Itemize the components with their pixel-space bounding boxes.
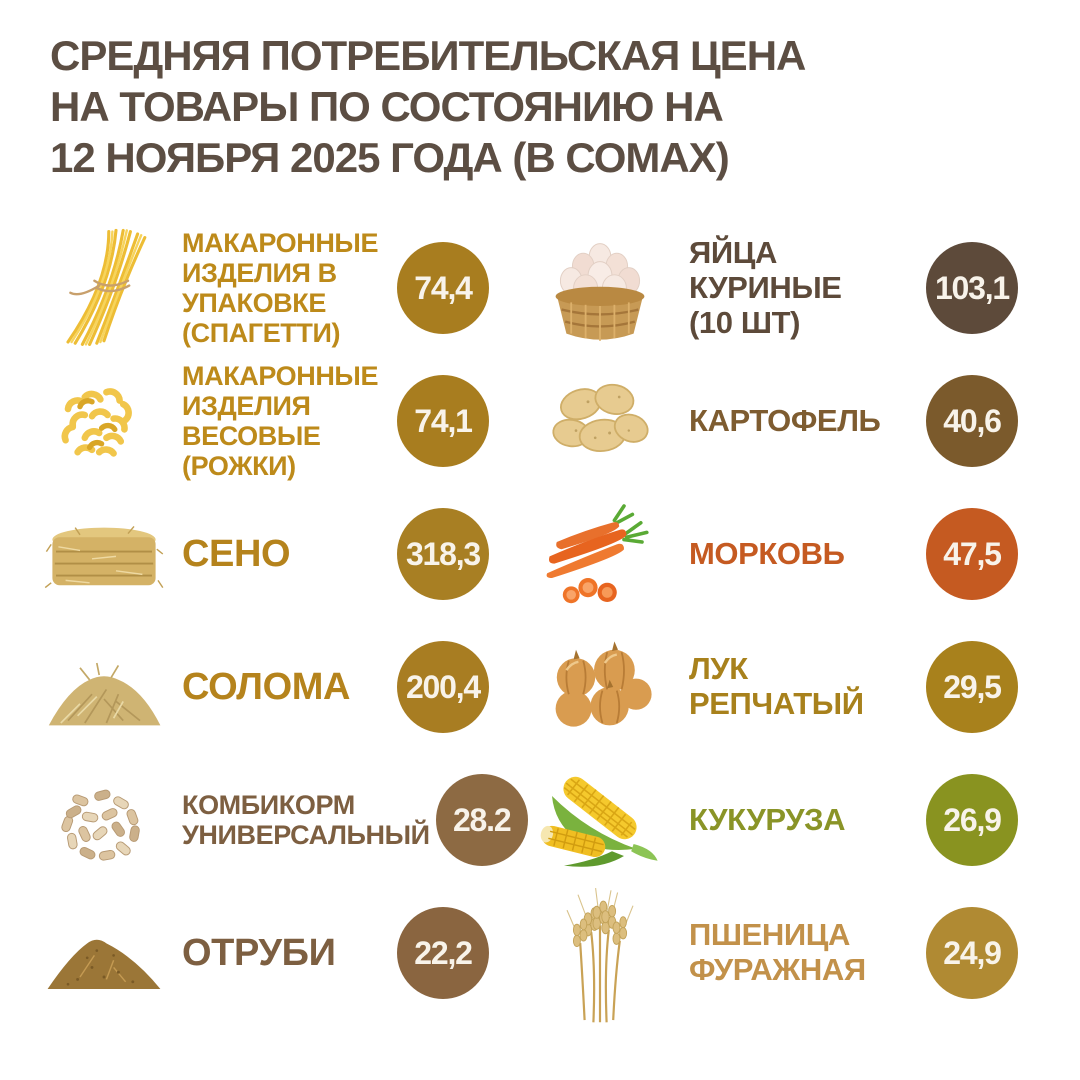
page-title: СРЕДНЯЯ ПОТРЕБИТЕЛЬСКАЯ ЦЕНА НА ТОВАРЫ П…: [50, 32, 806, 182]
corn-icon: [525, 754, 675, 887]
price-badge: 74,1: [397, 375, 489, 468]
row-potatoes: КАРТОФЕЛЬ 40,6: [525, 355, 1040, 488]
price-badge: 26,9: [926, 774, 1018, 867]
onions-icon: [525, 621, 675, 754]
price-grid: МАКАРОННЫЕ ИЗДЕЛИЯ В УПАКОВКЕ (СПАГЕТТИ)…: [0, 222, 1080, 1023]
price-value: 74,1: [414, 402, 473, 439]
price-badge: 28.2: [435, 774, 528, 867]
row-macaroni: МАКАРОННЫЕ ИЗДЕЛИЯ ВЕСОВЫЕ (РОЖКИ) 74,1: [40, 355, 525, 488]
product-label: ЛУК РЕПЧАТЫЙ: [689, 651, 864, 722]
price-value: 40,6: [943, 402, 1002, 439]
product-label: КУКУРУЗА: [689, 801, 846, 837]
product-label: МАКАРОННЫЕ ИЗДЕЛИЯ ВЕСОВЫЕ (РОЖКИ): [182, 360, 379, 482]
row-eggs: ЯЙЦА КУРИНЫЕ (10 ШТ) 103,1: [525, 222, 1040, 355]
row-corn: КУКУРУЗА 26,9: [525, 754, 1040, 887]
wheat-icon: [525, 887, 675, 1023]
product-label: МОРКОВЬ: [689, 535, 845, 571]
product-label: ПШЕНИЦА ФУРАЖНАЯ: [689, 917, 866, 988]
price-value: 318,3: [405, 535, 481, 572]
row-carrots: МОРКОВЬ 47,5: [525, 488, 1040, 621]
bran-icon: [40, 887, 168, 1020]
eggs-basket-icon: [525, 222, 675, 355]
price-value: 200,4: [405, 668, 481, 705]
left-column: МАКАРОННЫЕ ИЗДЕЛИЯ В УПАКОВКЕ (СПАГЕТТИ)…: [40, 222, 528, 1020]
price-value: 29,5: [943, 668, 1002, 705]
product-label: КОМБИКОРМ УНИВЕРСАЛЬНЫЙ: [182, 789, 430, 851]
price-value: 26,9: [943, 801, 1002, 838]
price-badge: 29,5: [926, 641, 1018, 734]
macaroni-icon: [40, 355, 168, 488]
row-straw: СОЛОМА 200,4: [40, 621, 525, 754]
row-feed: КОМБИКОРМ УНИВЕРСАЛЬНЫЙ 28.2: [40, 754, 528, 887]
row-bran: ОТРУБИ 22,2: [40, 887, 525, 1020]
row-hay: СЕНО 318,3: [40, 488, 525, 621]
price-value: 28.2: [452, 801, 512, 838]
price-value: 22,2: [414, 934, 473, 971]
product-label: ОТРУБИ: [182, 931, 336, 974]
price-badge: 24,9: [926, 907, 1018, 1000]
potatoes-icon: [525, 355, 675, 488]
price-value: 24,9: [943, 934, 1002, 971]
carrots-icon: [525, 488, 675, 621]
right-column: ЯЙЦА КУРИНЫЕ (10 ШТ) 103,1: [525, 222, 1040, 1023]
product-label: КАРТОФЕЛЬ: [689, 402, 881, 438]
price-badge: 318,3: [397, 508, 489, 601]
product-label: МАКАРОННЫЕ ИЗДЕЛИЯ В УПАКОВКЕ (СПАГЕТТИ): [182, 227, 379, 349]
price-badge: 200,4: [397, 641, 489, 734]
price-badge: 47,5: [926, 508, 1018, 601]
price-badge: 22,2: [397, 907, 489, 1000]
price-value: 47,5: [943, 535, 1002, 572]
spaghetti-icon: [40, 222, 168, 355]
price-badge: 103,1: [926, 242, 1018, 335]
product-label: СОЛОМА: [182, 665, 351, 708]
row-wheat: ПШЕНИЦА ФУРАЖНАЯ 24,9: [525, 887, 1040, 1023]
feed-pellets-icon: [40, 754, 168, 887]
product-label: ЯЙЦА КУРИНЫЕ (10 ШТ): [689, 235, 842, 340]
price-badge: 40,6: [926, 375, 1018, 468]
product-label: СЕНО: [182, 532, 291, 575]
price-badge: 74,4: [397, 242, 489, 335]
straw-icon: [40, 621, 168, 754]
hay-bale-icon: [40, 488, 168, 621]
price-value: 103,1: [934, 269, 1010, 306]
price-value: 74,4: [414, 269, 473, 306]
row-onions: ЛУК РЕПЧАТЫЙ 29,5: [525, 621, 1040, 754]
row-spaghetti: МАКАРОННЫЕ ИЗДЕЛИЯ В УПАКОВКЕ (СПАГЕТТИ)…: [40, 222, 525, 355]
